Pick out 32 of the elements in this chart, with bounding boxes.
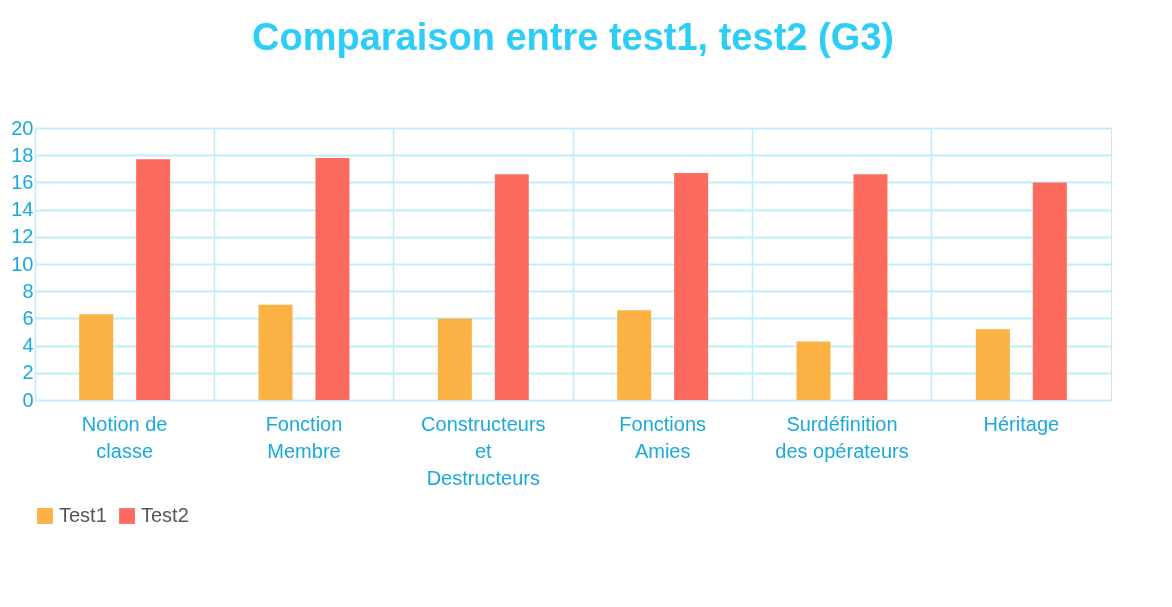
bar xyxy=(258,304,293,400)
y-tick-label: 20 xyxy=(11,116,34,139)
bar xyxy=(674,172,709,400)
bar xyxy=(494,174,529,400)
y-tick-label: 8 xyxy=(22,279,34,302)
bar xyxy=(437,318,472,400)
bar xyxy=(79,314,114,400)
bar xyxy=(136,159,171,400)
bar xyxy=(975,329,1010,400)
y-tick-label: 6 xyxy=(22,306,34,329)
y-tick-label: 18 xyxy=(11,143,34,166)
bar xyxy=(315,157,350,400)
y-tick-label: 12 xyxy=(11,225,34,248)
y-tick-label: 4 xyxy=(22,334,34,357)
bar xyxy=(617,310,652,400)
y-tick-label: 2 xyxy=(22,361,34,384)
y-tick-label: 16 xyxy=(11,170,34,193)
x-tick-label: Fonctions Amies xyxy=(619,412,707,462)
legend-label: Test1 xyxy=(59,504,107,526)
x-tick-label: Héritage xyxy=(983,412,1060,435)
y-tick-label: 0 xyxy=(22,388,34,411)
bar xyxy=(796,341,831,400)
y-tick-label: 10 xyxy=(11,252,34,275)
bar xyxy=(1032,182,1067,400)
x-tick-label: Fonction Membre xyxy=(265,412,343,462)
x-tick-label: Constructeurs et Destructeurs xyxy=(421,412,546,489)
x-tick-label: Surdéfinition des opérateurs xyxy=(775,412,909,462)
bar xyxy=(853,174,888,400)
x-tick-label: Notion de classe xyxy=(81,412,168,462)
y-tick-label: 14 xyxy=(11,198,34,221)
legend-label: Test2 xyxy=(141,504,189,526)
chart-title: Comparaison entre test1, test2 (G3) xyxy=(252,16,894,58)
